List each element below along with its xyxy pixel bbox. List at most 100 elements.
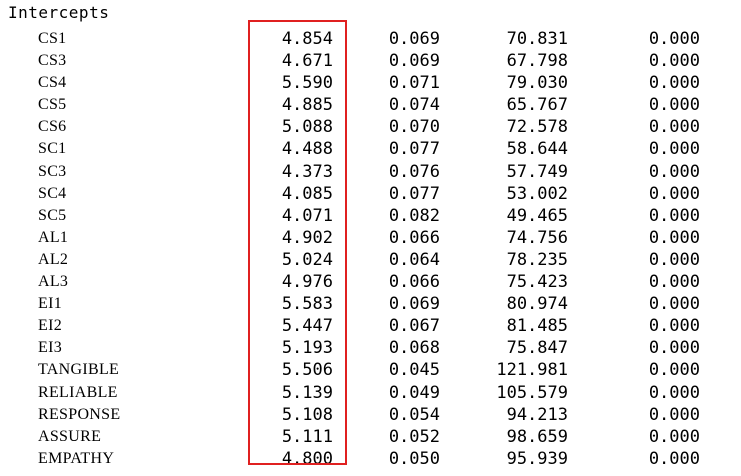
variable-name: ASSURE <box>38 427 102 445</box>
critical-ratio-value: 98.659 <box>506 426 568 447</box>
p-value: 0.000 <box>648 227 700 248</box>
table-row: SC3 4.373 0.076 57.749 0.000 <box>0 161 741 183</box>
standard-error-value: 0.052 <box>388 426 440 447</box>
standard-error-value: 0.069 <box>388 51 440 72</box>
variable-name: CS6 <box>38 118 67 136</box>
critical-ratio-value: 67.798 <box>506 51 568 72</box>
variable-name: AL1 <box>38 228 69 246</box>
standard-error-value: 0.070 <box>388 117 440 138</box>
standard-error-value: 0.049 <box>388 382 440 403</box>
variable-name: AL3 <box>38 273 69 291</box>
standard-error-value: 0.064 <box>388 249 440 270</box>
p-value: 0.000 <box>648 316 700 337</box>
p-value: 0.000 <box>648 360 700 381</box>
p-value: 0.000 <box>648 426 700 447</box>
table-row: EI2 5.447 0.067 81.485 0.000 <box>0 315 741 337</box>
p-value: 0.000 <box>648 338 700 359</box>
standard-error-value: 0.045 <box>388 360 440 381</box>
estimate-value: 4.976 <box>281 272 333 293</box>
p-value: 0.000 <box>648 95 700 116</box>
critical-ratio-value: 49.465 <box>506 205 568 226</box>
critical-ratio-value: 95.939 <box>506 448 568 469</box>
variable-name: EI3 <box>38 339 63 357</box>
table-row: CS3 4.671 0.069 67.798 0.000 <box>0 50 741 72</box>
critical-ratio-value: 53.002 <box>506 183 568 204</box>
critical-ratio-value: 74.756 <box>506 227 568 248</box>
table-row: ASSURE 5.111 0.052 98.659 0.000 <box>0 426 741 448</box>
estimate-value: 5.590 <box>281 73 333 94</box>
p-value: 0.000 <box>648 205 700 226</box>
critical-ratio-value: 72.578 <box>506 117 568 138</box>
table-row: CS4 5.590 0.071 79.030 0.000 <box>0 72 741 94</box>
p-value: 0.000 <box>648 448 700 469</box>
estimate-value: 5.506 <box>281 360 333 381</box>
estimate-value: 5.024 <box>281 249 333 270</box>
estimate-value: 5.193 <box>281 338 333 359</box>
variable-name: EI2 <box>38 317 63 335</box>
table-row: EMPATHY 4.800 0.050 95.939 0.000 <box>0 448 741 470</box>
p-value: 0.000 <box>648 404 700 425</box>
table-row: EI1 5.583 0.069 80.974 0.000 <box>0 293 741 315</box>
table-row: AL3 4.976 0.066 75.423 0.000 <box>0 271 741 293</box>
table-row: SC5 4.071 0.082 49.465 0.000 <box>0 205 741 227</box>
table-row: SC1 4.488 0.077 58.644 0.000 <box>0 138 741 160</box>
estimate-value: 5.139 <box>281 382 333 403</box>
estimate-value: 5.111 <box>281 426 333 447</box>
p-value: 0.000 <box>648 249 700 270</box>
estimate-value: 4.902 <box>281 227 333 248</box>
standard-error-value: 0.082 <box>388 205 440 226</box>
p-value: 0.000 <box>648 161 700 182</box>
estimate-value: 4.671 <box>281 51 333 72</box>
variable-name: CS4 <box>38 74 67 92</box>
variable-name: SC5 <box>38 206 67 224</box>
p-value: 0.000 <box>648 117 700 138</box>
critical-ratio-value: 94.213 <box>506 404 568 425</box>
p-value: 0.000 <box>648 294 700 315</box>
table-row: AL1 4.902 0.066 74.756 0.000 <box>0 227 741 249</box>
standard-error-value: 0.077 <box>388 139 440 160</box>
table-row: CS5 4.885 0.074 65.767 0.000 <box>0 94 741 116</box>
standard-error-value: 0.050 <box>388 448 440 469</box>
table-row: TANGIBLE 5.506 0.045 121.981 0.000 <box>0 359 741 381</box>
estimate-value: 4.800 <box>281 448 333 469</box>
estimate-value: 5.088 <box>281 117 333 138</box>
table-row: RESPONSE 5.108 0.054 94.213 0.000 <box>0 404 741 426</box>
standard-error-value: 0.071 <box>388 73 440 94</box>
critical-ratio-value: 57.749 <box>506 161 568 182</box>
table-row: CS6 5.088 0.070 72.578 0.000 <box>0 116 741 138</box>
variable-name: AL2 <box>38 250 69 268</box>
estimate-value: 5.108 <box>281 404 333 425</box>
standard-error-value: 0.067 <box>388 316 440 337</box>
critical-ratio-value: 78.235 <box>506 249 568 270</box>
variable-name: CS5 <box>38 96 67 114</box>
table-row: SC4 4.085 0.077 53.002 0.000 <box>0 183 741 205</box>
variable-name: CS3 <box>38 52 67 70</box>
p-value: 0.000 <box>648 382 700 403</box>
table-row: AL2 5.024 0.064 78.235 0.000 <box>0 249 741 271</box>
critical-ratio-value: 58.644 <box>506 139 568 160</box>
standard-error-value: 0.077 <box>388 183 440 204</box>
variable-name: EI1 <box>38 295 63 313</box>
critical-ratio-value: 65.767 <box>506 95 568 116</box>
standard-error-value: 0.068 <box>388 338 440 359</box>
critical-ratio-value: 75.847 <box>506 338 568 359</box>
standard-error-value: 0.074 <box>388 95 440 116</box>
p-value: 0.000 <box>648 29 700 49</box>
critical-ratio-value: 105.579 <box>496 382 568 403</box>
estimate-value: 5.447 <box>281 316 333 337</box>
estimate-value: 4.373 <box>281 161 333 182</box>
p-value: 0.000 <box>648 272 700 293</box>
variable-name: RELIABLE <box>38 383 118 401</box>
variable-name: EMPATHY <box>38 449 115 467</box>
estimate-value: 4.071 <box>281 205 333 226</box>
estimate-value: 5.583 <box>281 294 333 315</box>
standard-error-value: 0.069 <box>388 294 440 315</box>
standard-error-value: 0.076 <box>388 161 440 182</box>
critical-ratio-value: 75.423 <box>506 272 568 293</box>
estimate-value: 4.085 <box>281 183 333 204</box>
variable-name: RESPONSE <box>38 405 121 423</box>
critical-ratio-value: 121.981 <box>496 360 568 381</box>
variable-name: CS1 <box>38 30 67 47</box>
standard-error-value: 0.066 <box>388 272 440 293</box>
standard-error-value: 0.069 <box>388 29 440 49</box>
